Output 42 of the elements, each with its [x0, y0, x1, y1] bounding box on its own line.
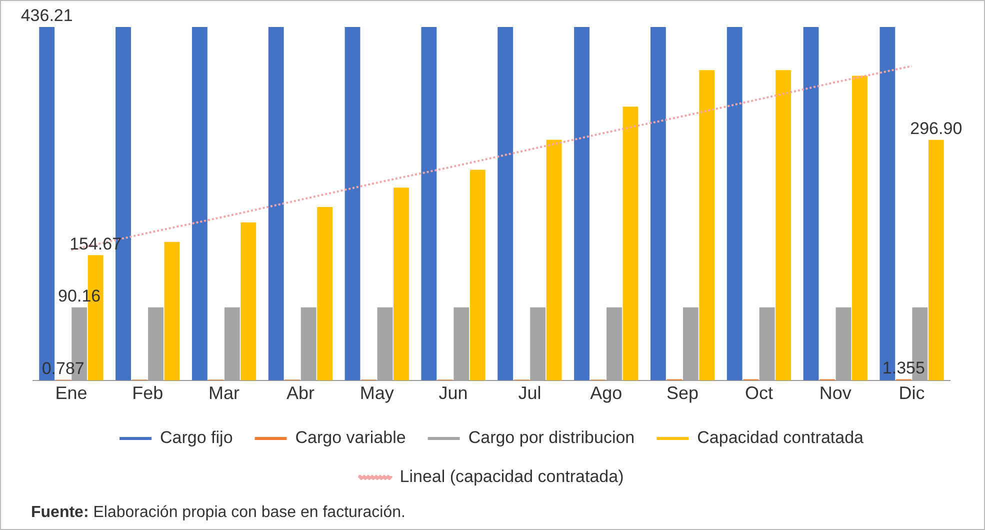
x-tick-label: Nov — [819, 383, 852, 404]
x-tick-label: Sep — [666, 383, 699, 404]
x-tick-label: Jun — [438, 383, 468, 404]
bar — [928, 140, 944, 380]
bar — [699, 70, 715, 380]
bar — [164, 242, 180, 380]
bar — [776, 70, 792, 380]
bar — [650, 27, 666, 380]
x-tick-label: Ene — [55, 383, 88, 404]
data-label: 0.787 — [42, 358, 84, 378]
x-tick-label: Mar — [208, 383, 240, 404]
x-tick-label: Oct — [744, 383, 773, 404]
bar — [852, 76, 868, 380]
bar — [498, 27, 514, 380]
data-label: 296.90 — [910, 119, 962, 138]
legend-label: Cargo variable — [295, 428, 406, 448]
bar — [240, 222, 256, 380]
bar — [421, 27, 437, 380]
x-tick-label: May — [360, 383, 394, 404]
legend-label: Cargo fijo — [160, 428, 233, 448]
bar — [344, 27, 360, 380]
x-tick-label: Feb — [132, 383, 164, 404]
source-note: Fuente: Elaboración propia con base en facturación. — [31, 504, 406, 522]
x-tick-label: Ago — [590, 383, 622, 404]
bar — [470, 170, 486, 380]
bar — [803, 27, 819, 380]
bar — [317, 207, 333, 380]
bar — [574, 27, 590, 380]
x-tick-label: Dic — [898, 383, 925, 404]
bar — [192, 27, 208, 380]
bar — [268, 27, 284, 380]
bar — [546, 140, 562, 380]
bar — [394, 188, 409, 380]
bar — [622, 106, 638, 380]
x-tick-label: Jul — [518, 383, 542, 404]
data-label: 1.355 — [882, 358, 925, 378]
legend-label: Cargo por distribucion — [468, 428, 635, 448]
x-tick-label: Abr — [286, 383, 314, 404]
legend-label: Lineal (capacidad contratada) — [400, 467, 624, 486]
data-label: 436.21 — [20, 6, 73, 26]
bar — [726, 27, 742, 380]
legend-label: Capacidad contratada — [697, 428, 864, 448]
